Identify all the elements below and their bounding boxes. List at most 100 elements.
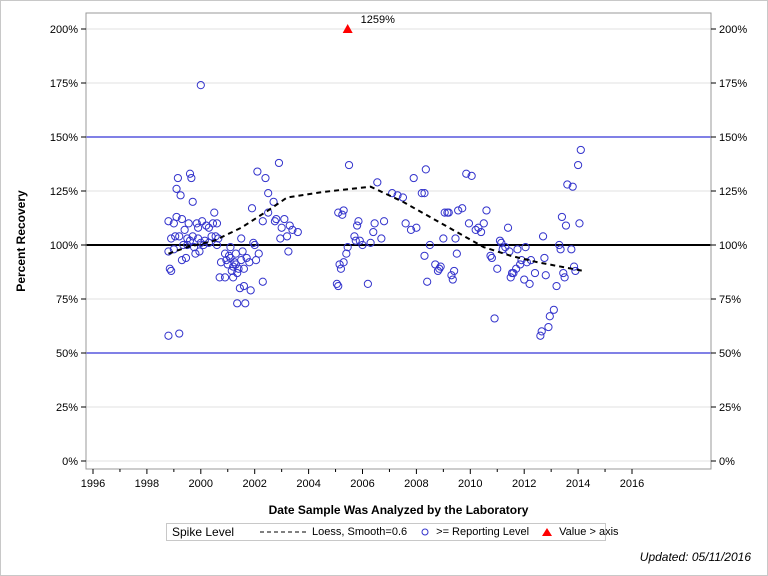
data-point bbox=[555, 240, 564, 250]
data-point bbox=[191, 249, 200, 258]
data-point bbox=[353, 221, 362, 230]
data-point bbox=[261, 173, 270, 183]
y-tick-label: 75% bbox=[56, 294, 78, 306]
data-point bbox=[164, 331, 173, 340]
data-point bbox=[538, 232, 548, 241]
data-point bbox=[173, 173, 182, 183]
data-point bbox=[196, 81, 205, 90]
y-tick-label-right: 175% bbox=[719, 78, 747, 90]
data-point bbox=[274, 158, 284, 168]
data-point bbox=[482, 206, 491, 215]
data-point bbox=[549, 305, 558, 314]
data-point bbox=[285, 221, 294, 230]
data-point bbox=[495, 236, 505, 245]
data-point bbox=[448, 275, 457, 284]
x-tick-label: 2016 bbox=[620, 478, 644, 490]
data-point bbox=[169, 245, 178, 254]
data-point bbox=[493, 264, 502, 273]
data-point bbox=[246, 286, 255, 295]
data-point bbox=[164, 217, 173, 226]
data-point bbox=[241, 299, 250, 308]
data-point bbox=[204, 223, 213, 232]
data-point bbox=[332, 279, 341, 288]
data-point bbox=[557, 212, 567, 222]
data-point bbox=[552, 281, 561, 291]
data-point bbox=[454, 206, 463, 215]
data-point bbox=[220, 249, 230, 258]
x-tick-label: 2014 bbox=[566, 478, 590, 490]
data-point bbox=[569, 262, 579, 271]
data-point bbox=[521, 243, 530, 252]
data-point bbox=[452, 249, 461, 258]
data-point bbox=[247, 204, 257, 213]
y-tick-label: 25% bbox=[56, 402, 78, 414]
data-point bbox=[237, 256, 246, 265]
above-axis-label: 1259% bbox=[361, 14, 395, 26]
data-point bbox=[350, 232, 359, 241]
data-point bbox=[420, 189, 429, 198]
data-point bbox=[181, 253, 191, 263]
data-point bbox=[334, 208, 343, 217]
data-point bbox=[180, 225, 189, 234]
data-point bbox=[575, 219, 584, 228]
plot-area bbox=[85, 12, 712, 470]
data-point bbox=[214, 234, 223, 243]
data-point bbox=[253, 167, 262, 176]
data-point bbox=[560, 273, 569, 282]
x-tick-label: 2006 bbox=[350, 478, 374, 490]
above-axis-marker bbox=[342, 24, 353, 33]
data-point bbox=[479, 219, 488, 228]
data-point bbox=[450, 266, 459, 276]
data-point bbox=[476, 227, 486, 237]
data-point bbox=[497, 238, 506, 247]
data-point bbox=[234, 264, 243, 273]
data-point bbox=[545, 312, 554, 321]
y-tick-label-right: 50% bbox=[719, 348, 741, 360]
data-point bbox=[167, 234, 176, 243]
y-tick-label: 100% bbox=[50, 240, 78, 252]
data-point bbox=[171, 232, 180, 241]
data-point bbox=[467, 171, 476, 180]
data-point bbox=[516, 260, 525, 269]
x-tick-label: 1996 bbox=[81, 478, 105, 490]
dashed-line-icon bbox=[260, 531, 307, 533]
data-point bbox=[212, 240, 222, 250]
data-point bbox=[187, 173, 196, 183]
data-point bbox=[388, 189, 397, 198]
legend-item-points: >= Reporting Level bbox=[419, 526, 529, 538]
data-point bbox=[567, 245, 576, 254]
data-point bbox=[379, 217, 389, 226]
data-point bbox=[401, 219, 410, 228]
data-point bbox=[559, 268, 568, 278]
data-point bbox=[339, 206, 348, 215]
data-point bbox=[220, 273, 230, 282]
y-tick-label-right: 100% bbox=[719, 240, 747, 252]
data-point bbox=[258, 217, 267, 226]
data-point bbox=[506, 273, 515, 282]
data-point bbox=[342, 249, 351, 258]
data-point bbox=[439, 234, 448, 243]
data-point bbox=[421, 165, 430, 174]
data-point bbox=[231, 260, 240, 269]
legend-item-loess: Loess, Smooth=0.6 bbox=[258, 526, 407, 538]
data-point bbox=[293, 227, 302, 237]
data-point bbox=[458, 204, 467, 213]
data-point bbox=[179, 240, 188, 250]
data-point bbox=[435, 264, 444, 273]
loess-line bbox=[168, 185, 584, 272]
data-point bbox=[377, 234, 386, 243]
data-point bbox=[334, 281, 343, 291]
data-point bbox=[568, 182, 577, 191]
data-point bbox=[425, 240, 434, 250]
y-tick-label-right: 125% bbox=[719, 186, 747, 198]
data-point bbox=[574, 160, 583, 170]
y-tick-label-right: 200% bbox=[719, 24, 747, 36]
data-point bbox=[464, 219, 474, 228]
data-point bbox=[172, 212, 181, 222]
data-point bbox=[490, 314, 499, 323]
data-point bbox=[433, 266, 443, 276]
data-point bbox=[366, 238, 375, 247]
data-point bbox=[264, 208, 273, 217]
data-point bbox=[474, 223, 483, 232]
data-point bbox=[520, 275, 529, 284]
